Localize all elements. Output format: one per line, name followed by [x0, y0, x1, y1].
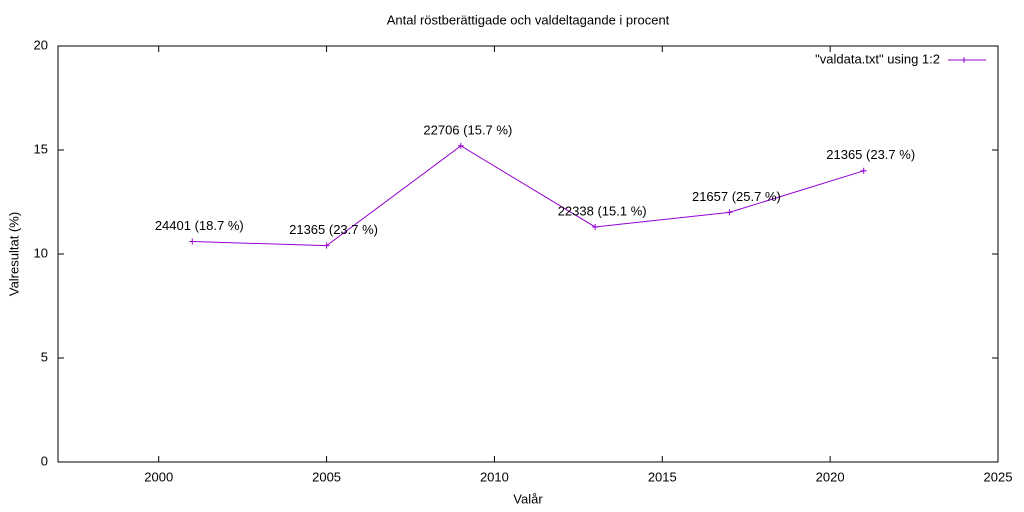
legend-marker: [961, 57, 967, 63]
point-annotation: 21657 (25.7 %): [692, 189, 781, 204]
point-annotation: 21365 (23.7 %): [826, 147, 915, 162]
data-point: [592, 223, 599, 230]
y-tick-label: 5: [41, 349, 48, 364]
y-axis-label: Valresultat (%): [6, 212, 21, 296]
data-point: [860, 167, 867, 174]
x-tick-label: 2025: [984, 469, 1013, 484]
point-annotation: 22706 (15.7 %): [423, 122, 512, 137]
point-annotation: 21365 (23.7 %): [289, 222, 378, 237]
y-tick-label: 0: [41, 453, 48, 468]
y-tick-label: 10: [34, 245, 48, 260]
point-annotation: 22338 (15.1 %): [558, 203, 647, 218]
data-point: [726, 209, 733, 216]
x-tick-label: 2005: [312, 469, 341, 484]
y-tick-label: 15: [34, 141, 48, 156]
data-point: [189, 238, 196, 245]
x-tick-label: 2000: [144, 469, 173, 484]
chart-title: Antal röstberättigade och valdeltagande …: [387, 12, 670, 27]
x-tick-label: 2020: [816, 469, 845, 484]
data-line: [192, 145, 864, 247]
data-point: [323, 242, 330, 249]
y-tick-label: 20: [34, 37, 48, 52]
point-annotation: 24401 (18.7 %): [155, 218, 244, 233]
x-tick-label: 2015: [648, 469, 677, 484]
legend-label: "valdata.txt" using 1:2: [815, 51, 940, 66]
x-tick-label: 2010: [480, 469, 509, 484]
x-axis-label: Valår: [513, 491, 543, 506]
data-point: [457, 142, 464, 149]
